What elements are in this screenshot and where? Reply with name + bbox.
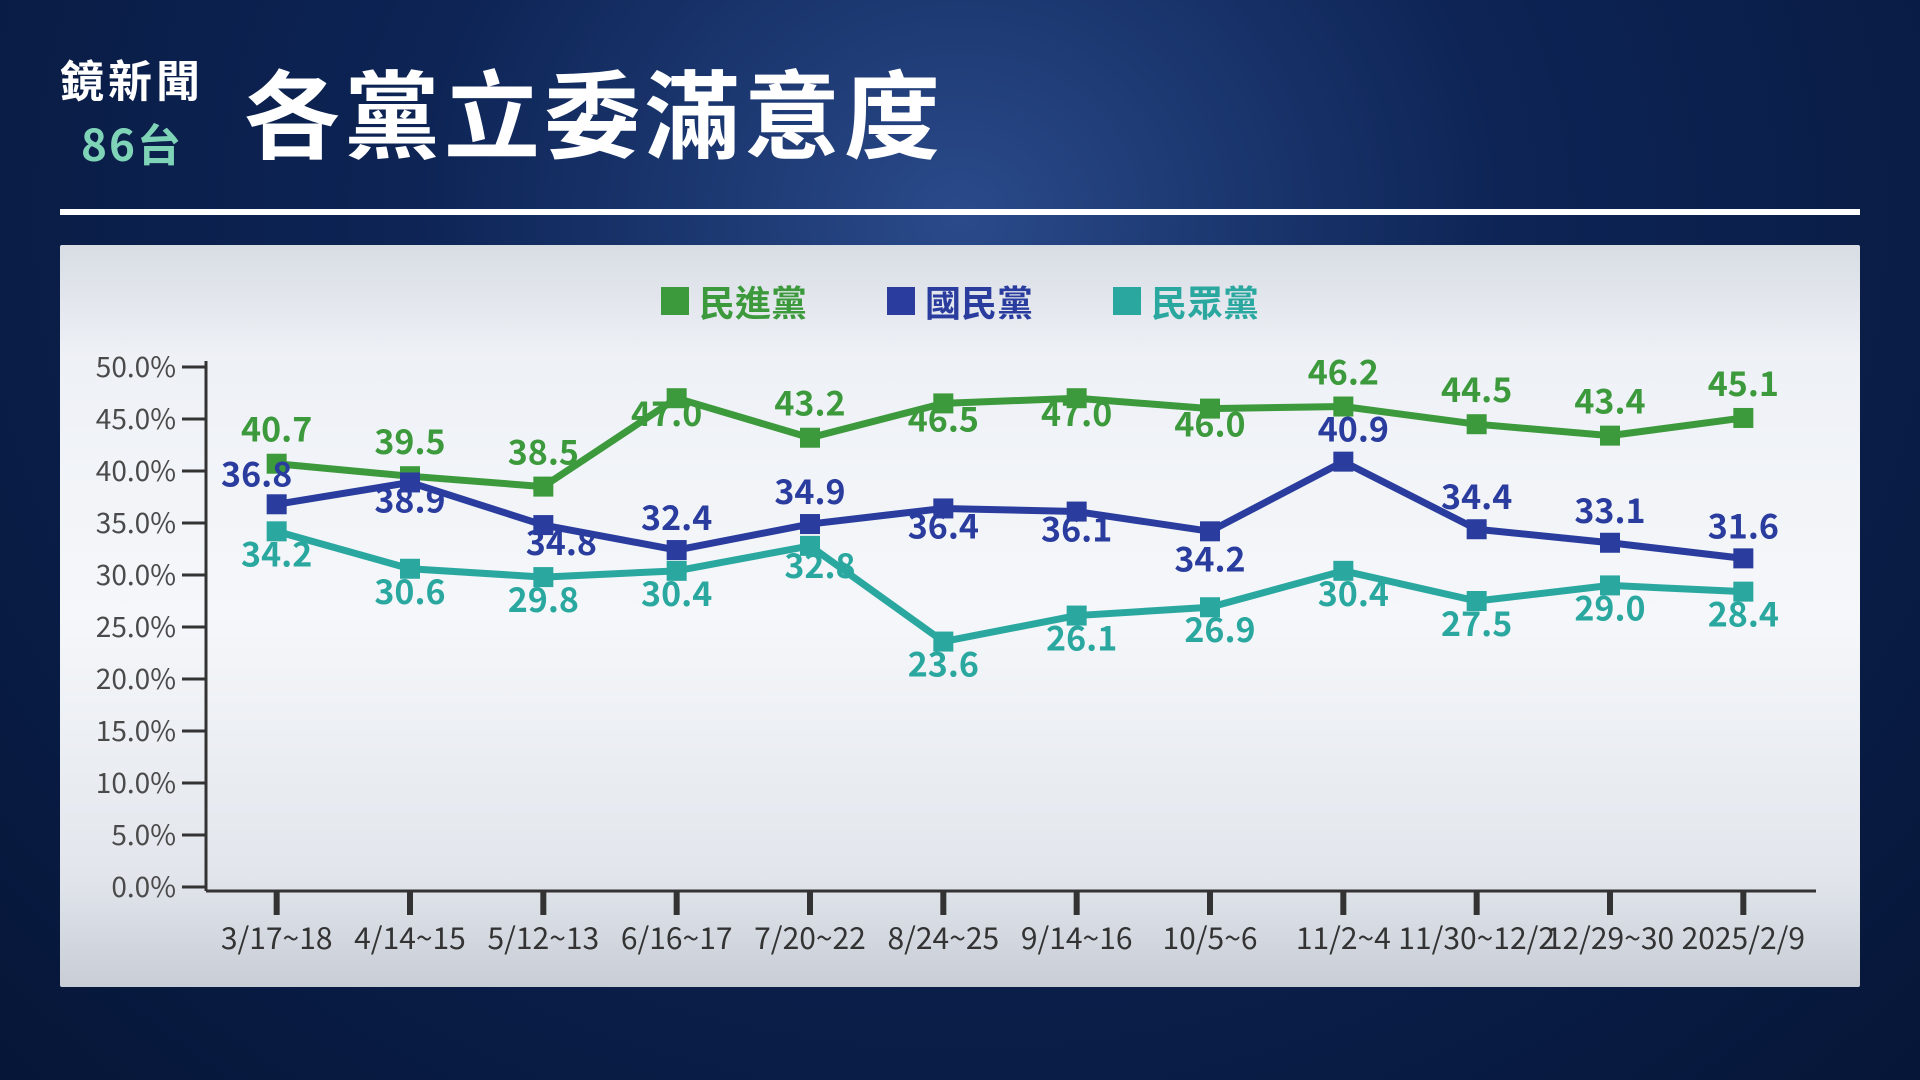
legend-swatch xyxy=(661,287,689,315)
svg-text:32.4: 32.4 xyxy=(641,491,712,540)
svg-text:43.2: 43.2 xyxy=(774,377,845,426)
legend-item: 國民黨 xyxy=(887,275,1033,327)
svg-text:34.2: 34.2 xyxy=(1174,532,1245,581)
svg-text:45.0%: 45.0% xyxy=(96,398,176,438)
svg-text:33.1: 33.1 xyxy=(1574,484,1645,533)
svg-text:29.0: 29.0 xyxy=(1574,581,1645,630)
svg-text:9/14~16: 9/14~16 xyxy=(1021,914,1133,957)
svg-text:40.7: 40.7 xyxy=(241,403,312,452)
svg-text:46.0: 46.0 xyxy=(1174,398,1245,447)
logo-bottom-text: 86台 xyxy=(81,110,183,174)
legend: 民進黨 國民黨 民眾黨 xyxy=(80,275,1840,327)
svg-text:8/24~25: 8/24~25 xyxy=(887,914,999,957)
logo-top-text: 鏡新聞 xyxy=(60,46,204,110)
svg-text:3/17~18: 3/17~18 xyxy=(221,914,333,957)
svg-text:11/30~12/2: 11/30~12/2 xyxy=(1398,914,1555,957)
svg-text:30.6: 30.6 xyxy=(374,565,445,614)
line-chart: 0.0% 5.0% 10.0% 15.0% 20.0% 25.0% 30.0% 35.0% 40… xyxy=(80,337,1840,957)
legend-label: 民進黨 xyxy=(699,275,807,327)
svg-text:40.9: 40.9 xyxy=(1318,403,1389,452)
svg-text:35.0%: 35.0% xyxy=(96,502,176,542)
svg-text:30.4: 30.4 xyxy=(641,567,712,616)
svg-text:4/14~15: 4/14~15 xyxy=(354,914,466,957)
legend-label: 國民黨 xyxy=(925,275,1033,327)
svg-text:26.1: 26.1 xyxy=(1046,612,1117,661)
svg-text:12/29~30: 12/29~30 xyxy=(1546,914,1674,957)
svg-text:32.8: 32.8 xyxy=(784,539,855,588)
svg-text:34.4: 34.4 xyxy=(1441,470,1512,519)
svg-text:50.0%: 50.0% xyxy=(96,346,176,386)
svg-text:2025/2/9: 2025/2/9 xyxy=(1682,914,1805,957)
legend-item: 民眾黨 xyxy=(1113,275,1259,327)
svg-text:36.8: 36.8 xyxy=(221,447,292,496)
svg-text:36.4: 36.4 xyxy=(908,499,979,548)
svg-text:40.0%: 40.0% xyxy=(96,450,176,490)
svg-text:10.0%: 10.0% xyxy=(96,762,176,802)
header: 鏡新聞 86台 各黨立委滿意度 xyxy=(0,0,1920,199)
chart-container: 民進黨 國民黨 民眾黨 0.0% 5.0% 10.0% 15.0% 20.0% 25.0% 30… xyxy=(60,245,1860,987)
svg-text:31.6: 31.6 xyxy=(1708,499,1779,548)
legend-item: 民進黨 xyxy=(661,275,807,327)
svg-text:26.9: 26.9 xyxy=(1184,603,1255,652)
svg-text:20.0%: 20.0% xyxy=(96,658,176,698)
legend-swatch xyxy=(887,287,915,315)
svg-text:30.4: 30.4 xyxy=(1318,567,1389,616)
svg-text:46.2: 46.2 xyxy=(1308,346,1379,395)
svg-text:43.4: 43.4 xyxy=(1574,375,1645,424)
legend-swatch xyxy=(1113,287,1141,315)
svg-text:39.5: 39.5 xyxy=(374,415,445,464)
svg-text:30.0%: 30.0% xyxy=(96,554,176,594)
svg-text:28.4: 28.4 xyxy=(1708,588,1779,637)
title-underline xyxy=(60,209,1860,215)
svg-text:6/16~17: 6/16~17 xyxy=(621,914,733,957)
svg-text:25.0%: 25.0% xyxy=(96,606,176,646)
page-title: 各黨立委滿意度 xyxy=(244,40,944,179)
svg-text:23.6: 23.6 xyxy=(908,638,979,687)
svg-text:34.9: 34.9 xyxy=(774,465,845,514)
svg-text:44.5: 44.5 xyxy=(1441,363,1512,412)
svg-text:47.0: 47.0 xyxy=(1041,387,1112,436)
svg-text:5/12~13: 5/12~13 xyxy=(487,914,599,957)
svg-text:45.1: 45.1 xyxy=(1708,357,1779,406)
svg-text:29.8: 29.8 xyxy=(508,573,579,622)
svg-text:10/5~6: 10/5~6 xyxy=(1162,914,1257,957)
svg-text:34.2: 34.2 xyxy=(241,527,312,576)
svg-text:38.9: 38.9 xyxy=(374,473,445,522)
svg-text:34.8: 34.8 xyxy=(526,516,597,565)
svg-text:5.0%: 5.0% xyxy=(111,814,176,854)
svg-text:27.5: 27.5 xyxy=(1441,597,1512,646)
svg-text:38.5: 38.5 xyxy=(508,426,579,475)
channel-logo: 鏡新聞 86台 xyxy=(60,46,204,174)
legend-label: 民眾黨 xyxy=(1151,275,1259,327)
svg-text:47.0: 47.0 xyxy=(631,387,702,436)
svg-text:11/2~4: 11/2~4 xyxy=(1296,914,1391,957)
svg-text:36.1: 36.1 xyxy=(1041,503,1112,552)
svg-text:7/20~22: 7/20~22 xyxy=(754,914,866,957)
svg-text:15.0%: 15.0% xyxy=(96,710,176,750)
svg-text:46.5: 46.5 xyxy=(908,392,979,441)
svg-text:0.0%: 0.0% xyxy=(111,866,176,906)
